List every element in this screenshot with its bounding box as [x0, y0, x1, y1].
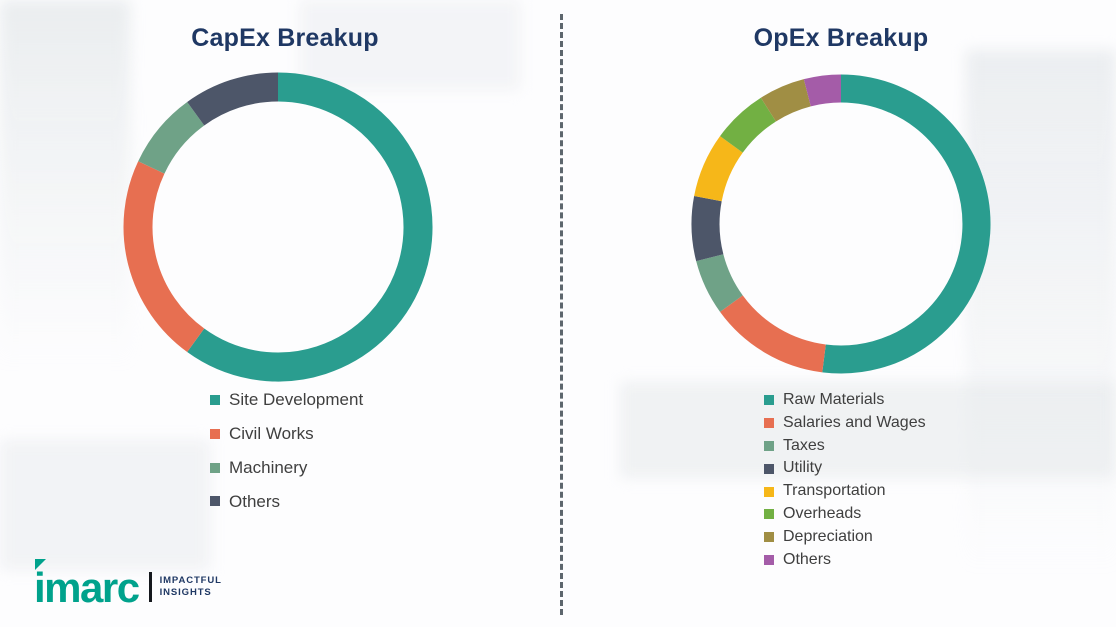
donut-segment-transportation [694, 136, 743, 202]
legend-swatch [764, 440, 774, 451]
donut-segment-utility [691, 195, 724, 262]
opex-donut-chart [691, 74, 991, 374]
legend-swatch [210, 462, 220, 473]
imarc-logo: imarc IMPACTFUL INSIGHTS [34, 559, 222, 609]
legend-label: Overheads [783, 504, 862, 522]
tagline-insights: INSIGHTS [159, 587, 212, 598]
legend-item: Transportation [764, 482, 926, 500]
opex-legend: Raw Materials Salaries and Wages Taxes Util… [764, 391, 926, 569]
legend-label: Raw Materials [783, 391, 885, 408]
donut-segment-taxes [696, 253, 743, 312]
legend-label: Others [229, 491, 281, 511]
capex-legend: Site Development Civil Works Machinery Othe… [210, 391, 363, 510]
legend-item: Others [210, 491, 363, 511]
capex-donut-chart [123, 72, 433, 382]
donut-segment-others [803, 74, 842, 107]
legend-swatch [210, 496, 220, 507]
legend-label: Salaries and Wages [783, 413, 926, 431]
legend-label: Machinery [229, 457, 308, 477]
donut-segment-civil-works [123, 161, 205, 352]
imarc-logo-text: imarc [34, 559, 140, 609]
legend-label: Civil Works [229, 423, 314, 443]
legend-label: Transportation [783, 482, 886, 500]
legend-swatch [764, 463, 774, 474]
imarc-logo-divider [148, 572, 152, 602]
capex-chart-title: CapEx Breakup [191, 24, 379, 52]
legend-label: Utility [783, 459, 823, 477]
legend-label: Depreciation [783, 527, 873, 545]
legend-swatch [210, 428, 220, 439]
donut-segment-machinery [138, 102, 205, 174]
legend-swatch [764, 554, 774, 565]
legend-label: Site Development [229, 390, 364, 409]
legend-item: Site Development [210, 391, 363, 409]
legend-swatch [764, 509, 774, 520]
legend-item: Raw Materials [764, 391, 926, 409]
imarc-flag-icon [35, 559, 46, 570]
donut-segment-raw-materials [822, 74, 991, 374]
legend-item: Machinery [210, 457, 363, 477]
legend-item: Taxes [764, 436, 926, 455]
donut-segment-others [187, 72, 279, 126]
legend-item: Depreciation [764, 527, 926, 546]
legend-label: Others [783, 550, 832, 568]
legend-item: Utility [764, 460, 926, 477]
legend-item: Salaries and Wages [764, 413, 926, 432]
legend-item: Civil Works [210, 423, 363, 443]
donut-segment-salaries-and-wages [720, 295, 827, 373]
opex-chart-title: OpEx Breakup [753, 24, 929, 52]
legend-swatch [764, 486, 774, 497]
legend-label: Taxes [783, 436, 825, 454]
legend-swatch [764, 418, 774, 429]
legend-swatch [764, 532, 774, 543]
donut-segment-overheads [720, 97, 777, 153]
legend-item: Others [764, 550, 926, 569]
background-watermark [0, 440, 210, 570]
donut-segment-site-development [187, 72, 433, 382]
legend-swatch [764, 395, 774, 406]
center-divider-dashed-line [560, 14, 563, 615]
legend-item: Overheads [764, 504, 926, 523]
background-watermark [0, 0, 130, 430]
tagline-impactful: IMPACTFUL [159, 574, 222, 586]
donut-segment-depreciation [760, 79, 812, 122]
imarc-logo-tagline: IMPACTFUL INSIGHTS [160, 575, 222, 600]
legend-swatch [210, 394, 220, 405]
